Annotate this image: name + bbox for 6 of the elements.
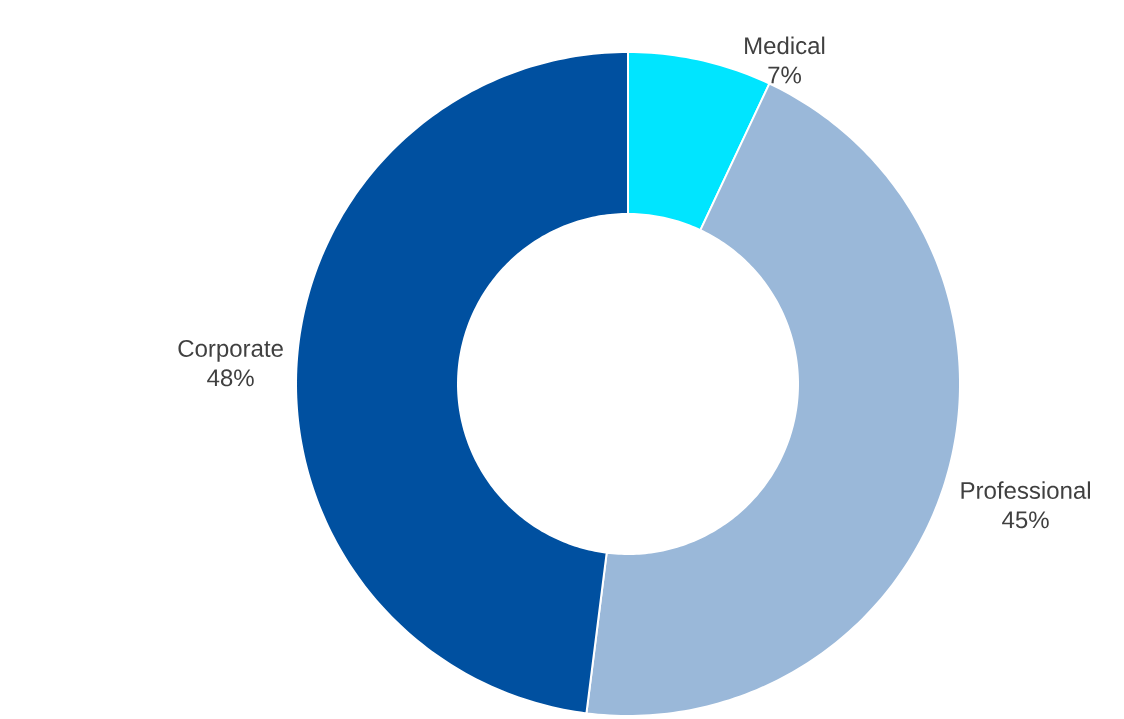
slice-label: Professional — [961, 481, 1090, 499]
slice-label: Medical — [745, 36, 825, 55]
data-label: 48% — [207, 369, 254, 387]
slice-label: Corporate — [178, 339, 283, 362]
data-label: 45% — [1002, 511, 1049, 529]
data-label: 7% — [768, 66, 801, 84]
